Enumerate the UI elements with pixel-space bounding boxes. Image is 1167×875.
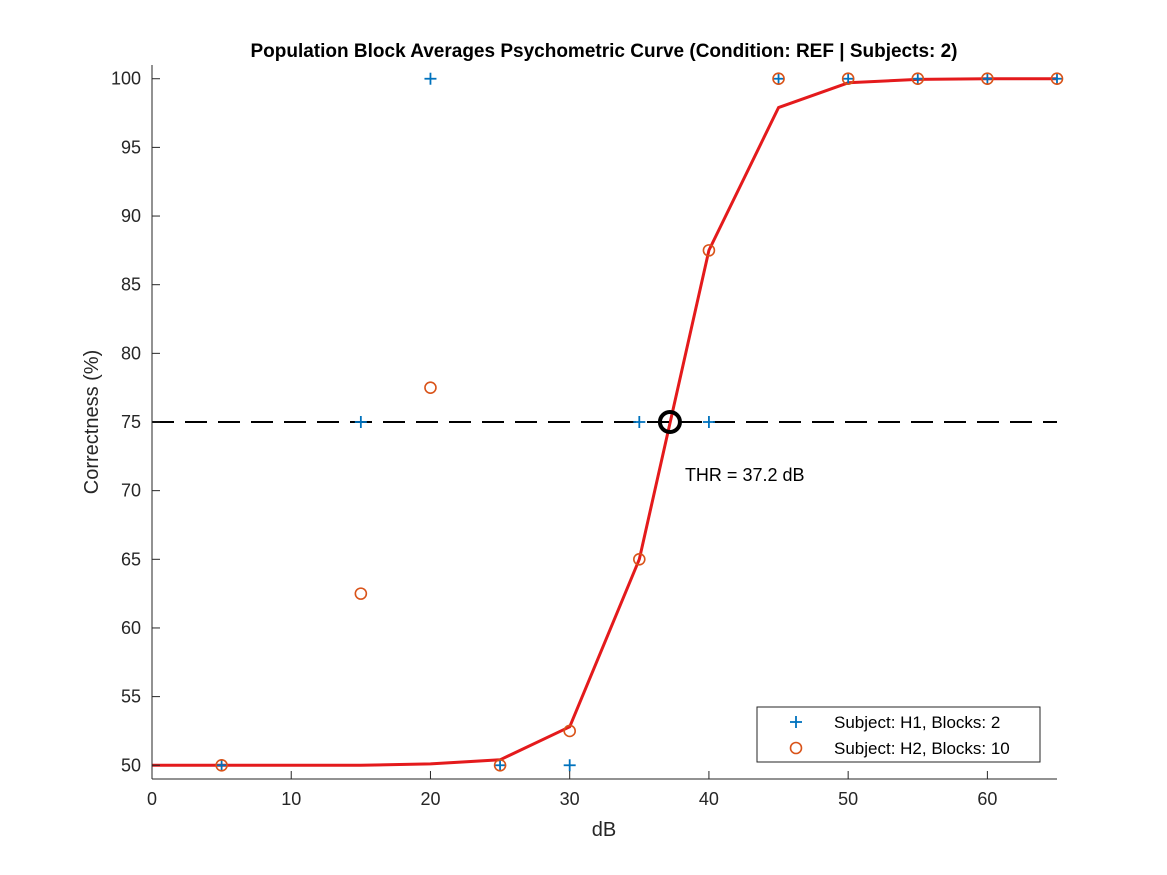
h1-point — [981, 72, 994, 85]
h2-point — [493, 758, 507, 772]
fit-curve-line — [152, 77, 1057, 767]
h1-point — [563, 759, 576, 772]
h2-point — [911, 72, 925, 86]
h1-point — [633, 416, 646, 428]
x-tick-label: 0 — [147, 789, 157, 809]
y-tick-label: 100 — [111, 69, 141, 89]
x-tick-label: 30 — [560, 789, 580, 809]
legend: Subject: H1, Blocks: 2 Subject: H2, Block… — [756, 706, 1041, 763]
y-tick-label: 70 — [121, 481, 141, 501]
h2-point — [1050, 72, 1064, 86]
h1-point — [772, 72, 785, 85]
h1-point — [702, 416, 715, 428]
tick-labels: 0 10 20 30 40 50 60 50 55 60 65 70 75 80 85 90 95 100 — [111, 69, 997, 809]
y-tick-label: 95 — [121, 137, 141, 157]
h1-point — [494, 759, 507, 772]
h2-point — [633, 553, 646, 566]
y-tick-label: 55 — [121, 687, 141, 707]
threshold-label: THR = 37.2 dB — [685, 465, 805, 485]
y-tick-label: 75 — [121, 412, 141, 432]
x-tick-label: 50 — [838, 789, 858, 809]
x-tick-label: 10 — [281, 789, 301, 809]
fit-curve-layer — [152, 77, 1057, 767]
h1-point — [424, 72, 437, 85]
y-tick-label: 65 — [121, 549, 141, 569]
h1-point — [842, 72, 855, 85]
h1-point — [1051, 72, 1063, 85]
data-points-layer — [215, 72, 1064, 772]
y-axis-label: Correctness (%) — [81, 350, 103, 494]
y-tick-label: 50 — [121, 755, 141, 775]
legend-box — [756, 706, 1041, 763]
x-tick-label: 20 — [420, 789, 440, 809]
h2-point — [702, 244, 716, 257]
h1-point — [215, 759, 228, 772]
h2-point — [841, 72, 855, 86]
h1-point — [354, 416, 367, 428]
x-tick-label: 60 — [977, 789, 997, 809]
legend-label: Subject: H1, Blocks: 2 — [834, 713, 1000, 732]
x-tick-label: 40 — [699, 789, 719, 809]
h2-point — [981, 72, 994, 86]
y-tick-label: 80 — [121, 343, 141, 363]
h2-point — [772, 72, 785, 86]
y-tick-label: 90 — [121, 206, 141, 226]
legend-label: Subject: H2, Blocks: 10 — [834, 739, 1010, 758]
y-tick-label: 60 — [121, 618, 141, 638]
axes — [151, 65, 1057, 780]
h1-point — [911, 72, 924, 85]
legend-marker-h2 — [789, 741, 803, 755]
h2-point — [354, 587, 368, 600]
x-axis-label: dB — [592, 819, 616, 841]
h2-point — [424, 381, 437, 394]
h2-point — [215, 758, 228, 772]
y-tick-label: 85 — [121, 275, 141, 295]
chart-title: Population Block Averages Psychometric C… — [250, 41, 957, 62]
h2-point — [563, 724, 576, 738]
threshold-marker — [657, 410, 682, 434]
